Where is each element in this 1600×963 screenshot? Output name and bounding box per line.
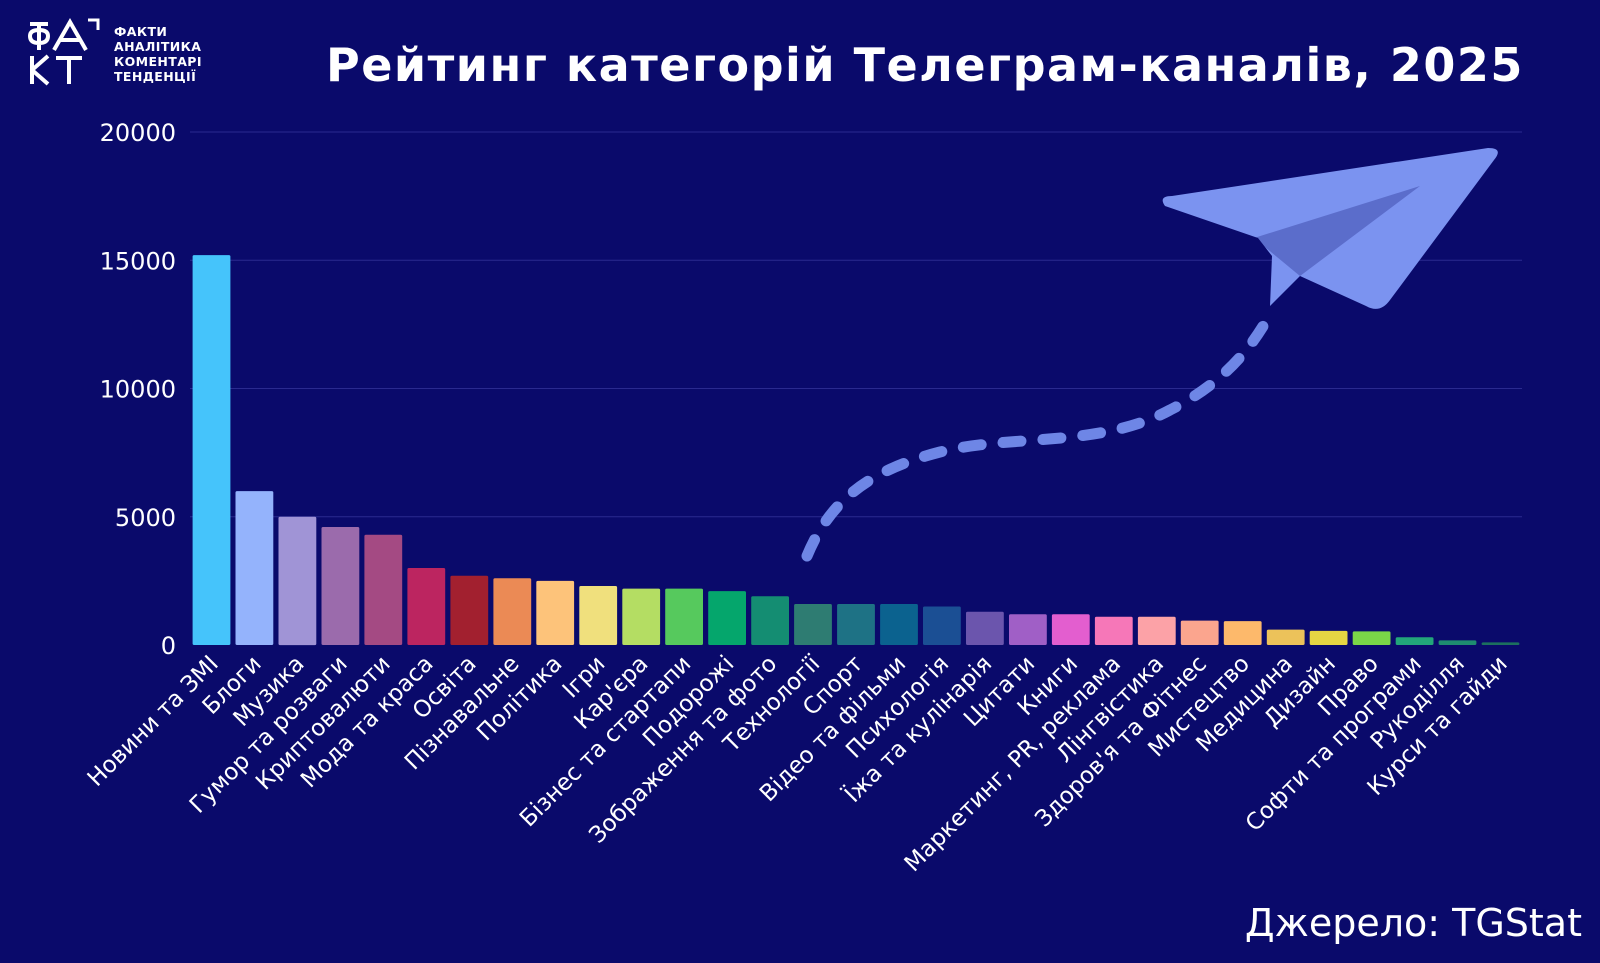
bar xyxy=(1180,620,1219,645)
bar xyxy=(1481,642,1520,645)
bar xyxy=(321,527,360,645)
bar xyxy=(751,596,789,645)
paper-plane-body xyxy=(1162,148,1498,309)
logo-line: ФАКТИ xyxy=(114,24,168,39)
bar xyxy=(665,588,703,645)
bar xyxy=(708,591,746,645)
bar xyxy=(450,575,489,645)
logo: ФАКТИ АНАЛІТИКА КОМЕНТАРІ ТЕНДЕНЦІЇ xyxy=(26,16,226,96)
logo-text: ФАКТИ АНАЛІТИКА КОМЕНТАРІ ТЕНДЕНЦІЇ xyxy=(114,24,202,84)
bar xyxy=(622,588,661,645)
bar xyxy=(1223,621,1262,645)
bar xyxy=(192,255,231,645)
bar xyxy=(1309,630,1348,645)
bar xyxy=(1352,631,1391,645)
x-tick-label: Новини та ЗМІ xyxy=(83,651,224,792)
logo-line: КОМЕНТАРІ xyxy=(114,54,202,69)
bar xyxy=(1395,637,1434,645)
bar xyxy=(1094,616,1133,645)
bar xyxy=(1051,614,1090,645)
y-tick-label: 10000 xyxy=(100,376,176,404)
logo-line: ТЕНДЕНЦІЇ xyxy=(114,69,197,84)
bar xyxy=(1266,629,1305,645)
bar xyxy=(235,491,274,645)
bar xyxy=(923,606,961,645)
bar xyxy=(837,604,875,645)
chart-title: Рейтинг категорій Телеграм-каналів, 2025 xyxy=(326,38,1524,92)
logo-line: АНАЛІТИКА xyxy=(114,39,202,54)
paper-plane-icon xyxy=(1162,148,1498,309)
bar xyxy=(536,580,575,645)
dashed-trail xyxy=(801,312,1274,562)
bar xyxy=(1438,640,1477,645)
y-axis-ticks: 0 5000 10000 15000 20000 xyxy=(100,119,176,660)
bar xyxy=(880,604,918,645)
y-tick-label: 0 xyxy=(161,632,176,660)
bar xyxy=(493,578,532,645)
bar xyxy=(794,604,832,645)
bar xyxy=(407,568,446,645)
y-tick-label: 20000 xyxy=(100,119,176,147)
source-note: Джерело: TGStat xyxy=(1244,901,1582,945)
logo-mark-icon xyxy=(27,17,100,86)
bar xyxy=(966,611,1004,645)
paper-plane-fold xyxy=(1254,186,1420,276)
bar xyxy=(1137,616,1176,645)
bar xyxy=(364,534,403,645)
bar xyxy=(579,586,618,645)
decoration xyxy=(801,148,1498,562)
bars xyxy=(192,255,1520,646)
bar xyxy=(1009,614,1047,645)
y-tick-label: 5000 xyxy=(115,504,176,532)
bar xyxy=(278,516,317,646)
y-tick-label: 15000 xyxy=(100,247,176,275)
